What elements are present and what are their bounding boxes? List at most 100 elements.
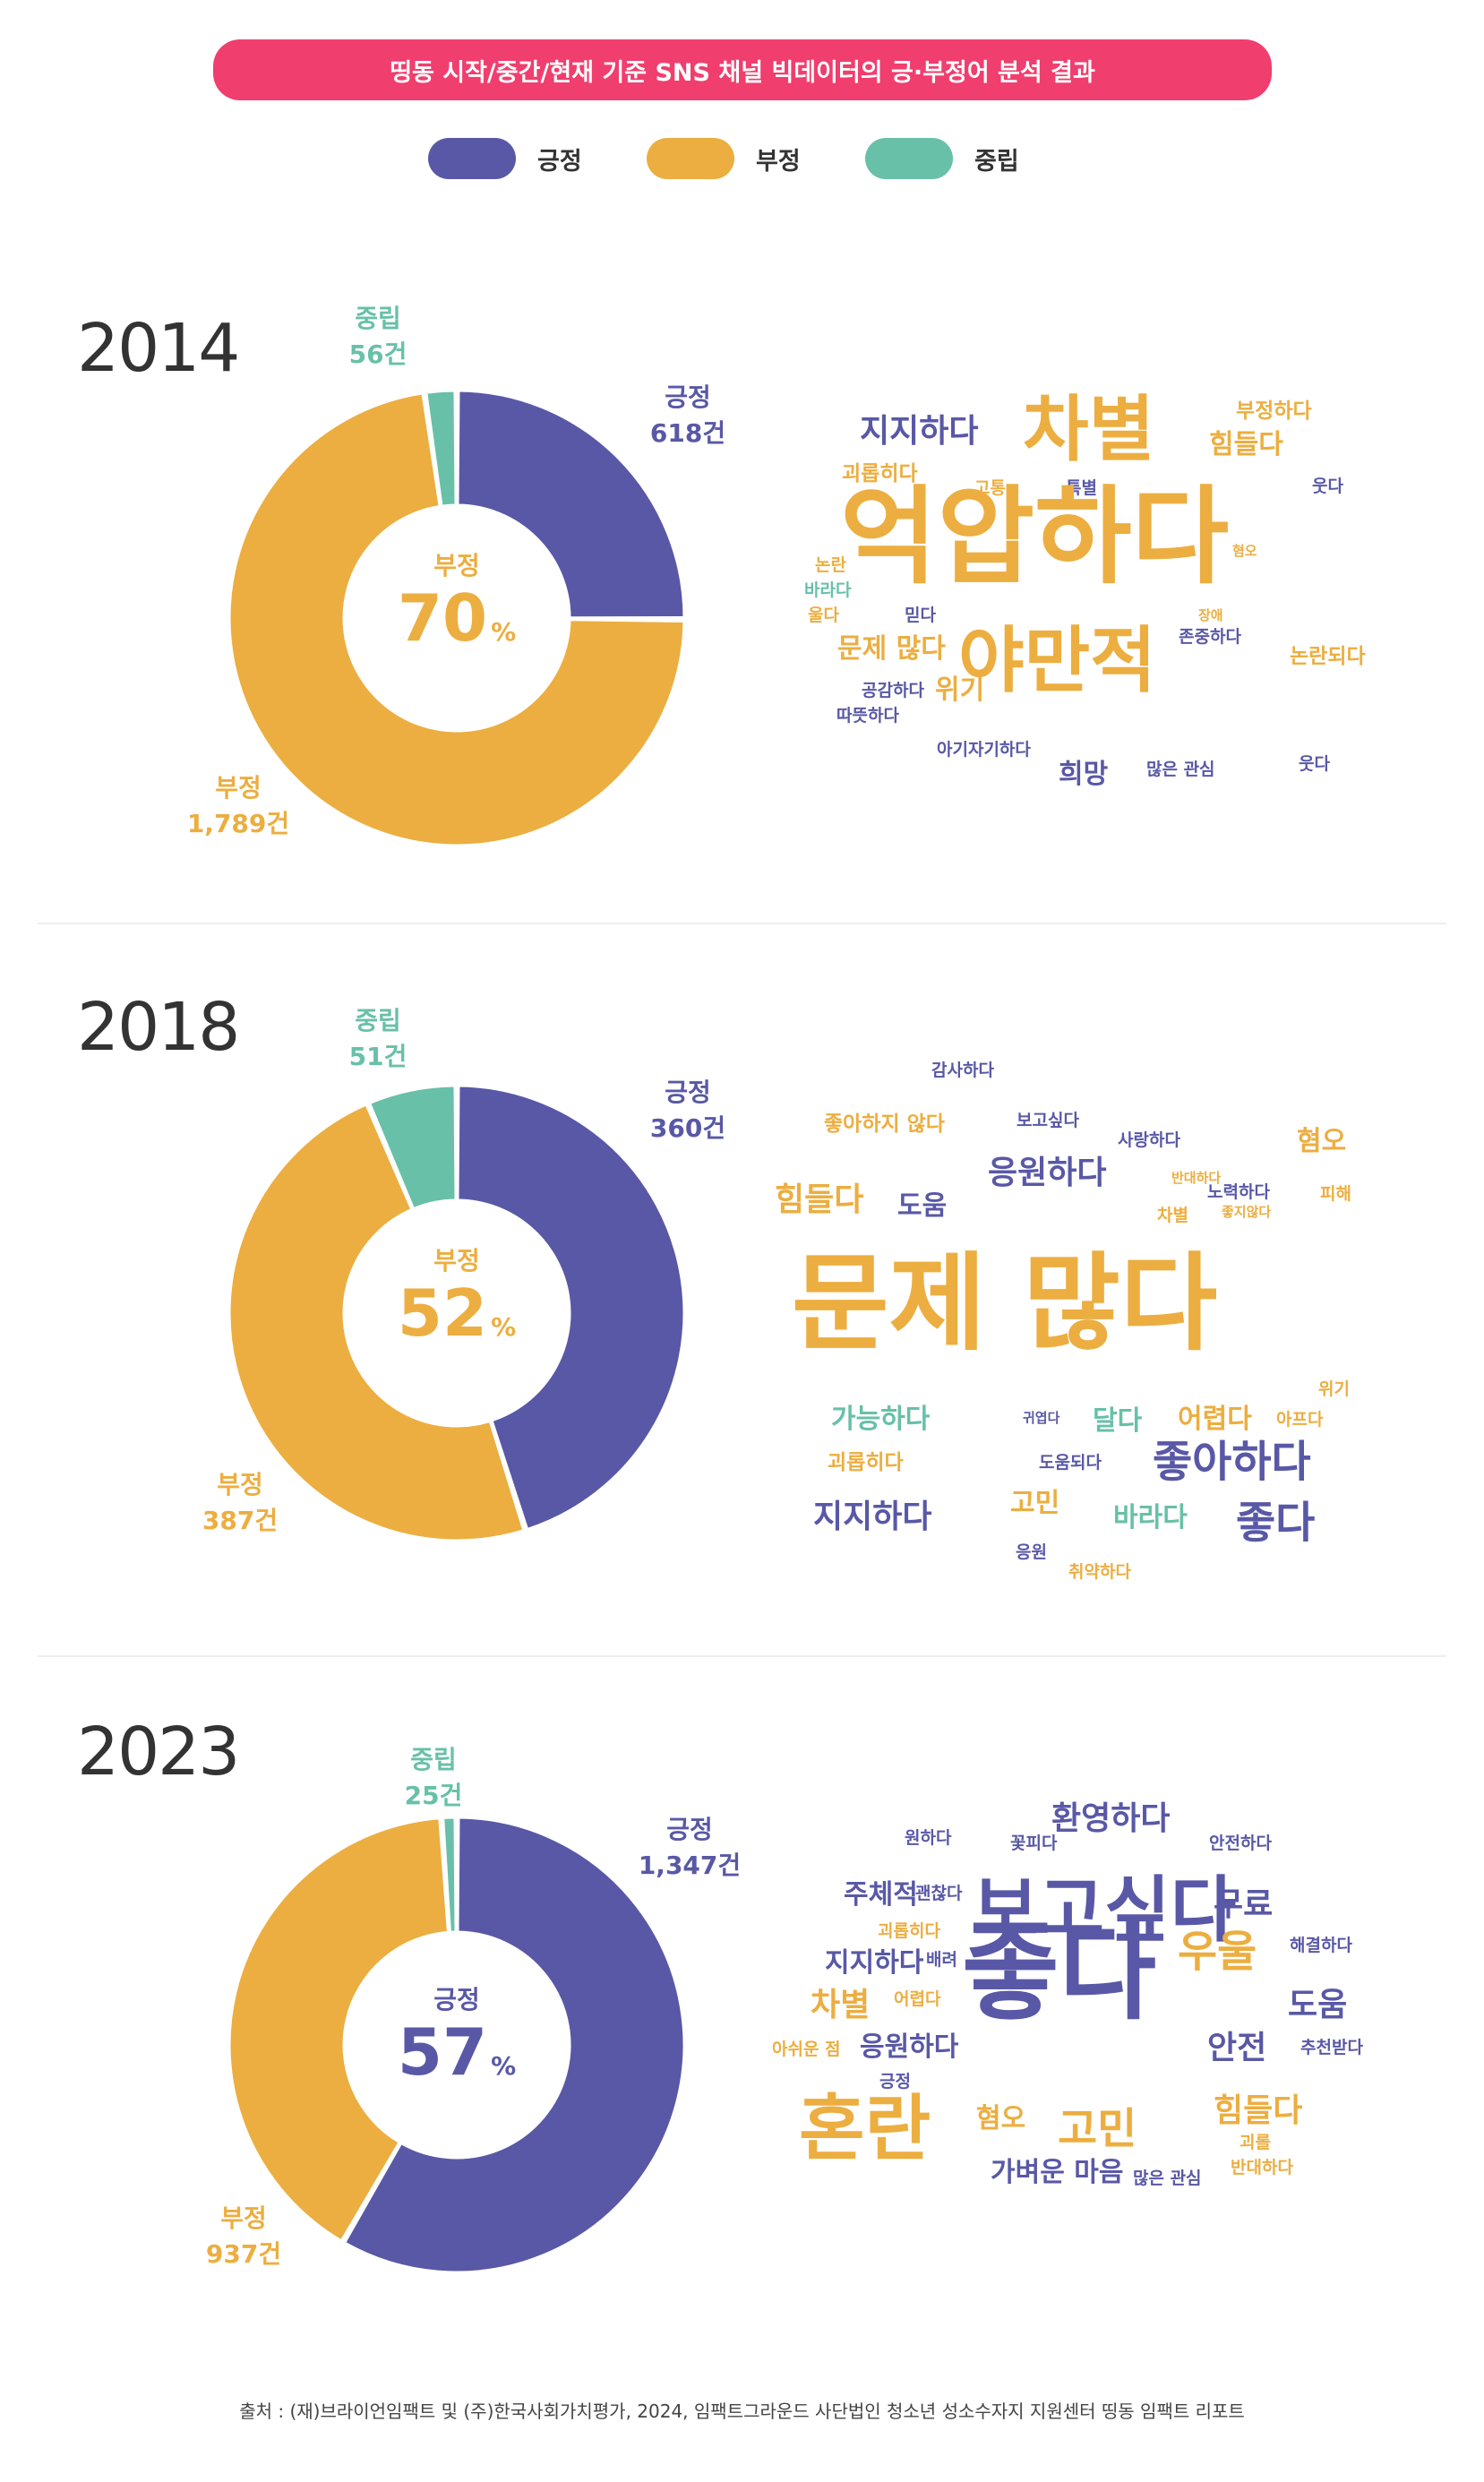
word-cloud-word: 아기자기하다: [937, 740, 1031, 760]
word-cloud-word: 가벼운 마음: [991, 2157, 1124, 2188]
word-cloud-word: 응원하다: [988, 1155, 1107, 1191]
word-cloud-word: 희망: [1059, 759, 1109, 790]
word-cloud-word: 환영하다: [1051, 1800, 1171, 1837]
word-cloud-word: 보고싶다: [973, 1868, 1237, 1952]
center-category: 부정: [433, 551, 480, 580]
center-percent: 57: [397, 2014, 488, 2090]
word-cloud-word: 우울: [1178, 1927, 1257, 1977]
word-cloud-word: 괜찮다: [915, 1884, 963, 1903]
callout-neutral-value: 25건: [404, 1781, 463, 1810]
word-cloud-2023: 환영하다 원하다 꽃피다 안전하다 주체적 괜찮다 보고싶다 무료 괴롭히다 지지하다 배려 좋다 우울…: [770, 1803, 1397, 2269]
callout-neutral: 중립 25건: [389, 1742, 478, 1814]
word-cloud-2018: 감사하다 좋아하지 않다 보고싶다 사랑하다 혐오 응원하다 반대하다 노력하다 힘들다 도움 차별…: [770, 1062, 1397, 1581]
callout-negative-label: 부정: [220, 2203, 267, 2233]
word-cloud-word: 바라다: [1113, 1502, 1188, 1533]
word-cloud-word: 지지하다: [813, 1499, 932, 1535]
word-cloud-word: 주체적: [844, 1879, 918, 1911]
word-cloud-word: 가능하다: [831, 1404, 931, 1435]
word-cloud-word: 야만적: [958, 619, 1156, 702]
word-cloud-word: 좋다: [962, 1911, 1157, 2034]
section-2014: 2014 중립 56건 긍정 618건 부정 1,789건 부정 70% 차별 부…: [0, 269, 1484, 985]
word-cloud-word: 좋아하지 않다: [824, 1112, 945, 1136]
word-cloud-word: 반대하다: [1171, 1170, 1222, 1186]
word-cloud-word: 도움: [897, 1190, 948, 1222]
word-cloud-word: 힘들다: [1209, 429, 1283, 460]
word-cloud-word: 많은 관심: [1146, 760, 1215, 779]
donut-slice-neutral: [425, 389, 458, 508]
word-cloud-word: 노력하다: [1207, 1182, 1270, 1202]
word-cloud-word: 지지하다: [825, 1947, 924, 1979]
word-cloud-word: 반대하다: [1231, 2158, 1293, 2177]
donut-slice-neutral: [368, 1084, 458, 1211]
legend-label-neutral: 중립: [974, 147, 1019, 176]
center-percent: 52: [397, 1275, 488, 1351]
word-cloud-word: 문제 많다: [792, 1241, 1218, 1365]
callout-neutral-label: 중립: [355, 1006, 401, 1035]
word-cloud-word: 웃다: [1299, 754, 1330, 774]
word-cloud-word: 어렵다: [1178, 1404, 1252, 1435]
callout-neutral-value: 56건: [348, 339, 407, 369]
word-cloud-word: 원하다: [905, 1828, 952, 1848]
word-cloud-word: 울다: [808, 605, 839, 625]
word-cloud-word: 혼란: [799, 2087, 931, 2170]
word-cloud-word: 믿다: [905, 605, 936, 625]
donut-slice-negative: [227, 1816, 450, 2243]
word-cloud-word: 무료: [1214, 1886, 1274, 1923]
word-cloud-word: 추천받다: [1300, 2038, 1363, 2057]
legend-item-neutral: 중립: [865, 138, 1019, 179]
word-cloud-word: 해결하다: [1290, 1936, 1352, 1955]
callout-negative-value: 1,789건: [186, 809, 290, 838]
center-unit: %: [491, 1312, 517, 1342]
word-cloud-word: 좋다: [1236, 1498, 1316, 1548]
donut-chart-2014: [227, 389, 686, 847]
year-label: 2018: [77, 989, 240, 1066]
word-cloud-word: 꽃피다: [1010, 1834, 1058, 1853]
word-cloud-word: 혐오: [1297, 1126, 1347, 1157]
word-cloud-word: 힘들다: [1214, 2092, 1303, 2129]
word-cloud-word: 문제 많다: [837, 633, 946, 665]
center-unit: %: [491, 2051, 517, 2081]
word-cloud-word: 사랑하다: [1118, 1130, 1180, 1150]
word-cloud-word: 좋아하다: [1153, 1437, 1311, 1487]
word-cloud-word: 달다: [1093, 1405, 1143, 1437]
word-cloud-word: 안전: [1207, 2030, 1267, 2066]
word-cloud-word: 혐오: [976, 2103, 1026, 2134]
word-cloud-word: 바라다: [804, 580, 852, 600]
word-cloud-word: 억압하다: [840, 475, 1230, 598]
donut-center-label: 부정 52%: [358, 1241, 555, 1349]
word-cloud-word: 배려: [926, 1950, 957, 1970]
callout-neutral-value: 51건: [348, 1042, 407, 1071]
callout-positive: 긍정 360건: [634, 1075, 742, 1147]
callout-neutral: 중립 56건: [333, 301, 423, 373]
legend-swatch-neutral: [865, 138, 953, 179]
legend-item-positive: 긍정: [428, 138, 582, 179]
legend: 긍정 부정 중립: [0, 138, 1484, 179]
section-divider: [38, 923, 1446, 924]
year-label: 2014: [77, 310, 240, 387]
word-cloud-word: 지지하다: [860, 413, 979, 450]
year-label: 2023: [77, 1713, 240, 1791]
callout-positive-value: 618건: [649, 418, 726, 448]
word-cloud-word: 위기: [935, 674, 985, 706]
word-cloud-word: 차별: [811, 1987, 871, 2023]
legend-swatch-negative: [647, 138, 734, 179]
word-cloud-word: 도움: [1288, 1987, 1348, 2023]
callout-positive-value: 1,347건: [638, 1851, 742, 1880]
donut-slice-positive: [456, 389, 686, 620]
callout-positive: 긍정 618건: [634, 380, 742, 451]
callout-negative: 부정 387건: [186, 1467, 294, 1539]
word-cloud-word: 위기: [1318, 1379, 1350, 1399]
source-note: 출처 : (재)브라이언임팩트 및 (주)한국사회가치평가, 2024, 임팩트…: [239, 2400, 1245, 2422]
callout-negative: 부정 937건: [190, 2201, 297, 2272]
word-cloud-word: 보고싶다: [1016, 1111, 1079, 1130]
callout-positive-label: 긍정: [666, 1815, 713, 1844]
legend-label-negative: 부정: [756, 147, 801, 176]
word-cloud-word: 응원하다: [860, 2031, 959, 2063]
word-cloud-word: 피해: [1320, 1184, 1351, 1204]
legend-swatch-positive: [428, 138, 516, 179]
word-cloud-word: 고민: [1058, 2104, 1137, 2154]
donut-slice-negative: [227, 1103, 526, 1542]
word-cloud-word: 특별: [1066, 478, 1097, 498]
callout-negative: 부정 1,789건: [176, 770, 301, 842]
word-cloud-word: 괴롭히다: [878, 1921, 940, 1941]
